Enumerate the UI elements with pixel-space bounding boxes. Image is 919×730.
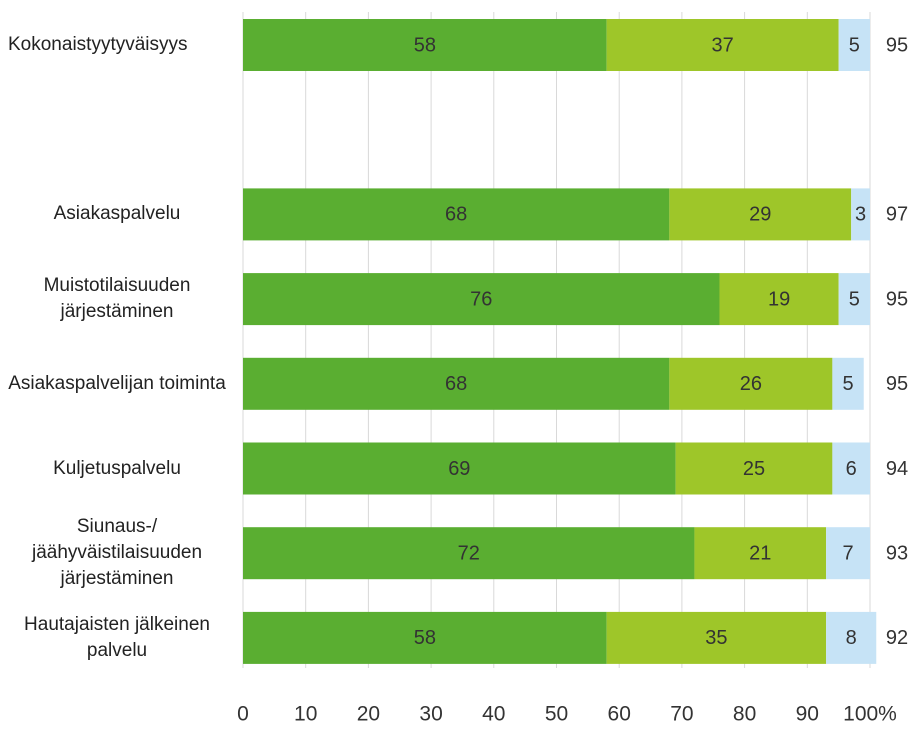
bar-segment: [669, 188, 852, 241]
category-label: Kuljetuspalvelu: [53, 457, 181, 479]
x-tick-label: 40: [482, 703, 505, 726]
value-label: 26: [740, 373, 762, 395]
total-label: 93: [886, 542, 908, 564]
bar-segment: [669, 357, 833, 410]
value-label: 37: [712, 34, 734, 56]
x-tick-label: 30: [419, 703, 442, 726]
bar-segment: [243, 611, 607, 664]
value-label: 3: [855, 204, 866, 226]
value-label: 7: [842, 542, 853, 564]
total-label: 94: [886, 458, 908, 480]
x-tick-label: 20: [357, 703, 380, 726]
x-tick-label: 60: [608, 703, 631, 726]
bar-segment: [243, 442, 676, 495]
value-label: 8: [846, 627, 857, 649]
bar-segment: [675, 442, 833, 495]
value-label: 58: [414, 627, 436, 649]
bar-segment: [243, 188, 670, 241]
value-label: 21: [749, 542, 771, 564]
value-label: 29: [749, 204, 771, 226]
value-label: 6: [846, 458, 857, 480]
bar-segment: [826, 611, 877, 664]
category-label: Asiakaspalvelijan toiminta: [8, 372, 226, 394]
value-label: 35: [705, 627, 727, 649]
x-tick-label: 10: [294, 703, 317, 726]
bar-segment: [838, 19, 870, 71]
bar-segment: [694, 527, 827, 580]
bar-segment: [832, 442, 870, 495]
total-label: 95: [886, 373, 908, 395]
bar-segment: [851, 188, 870, 241]
bar-segment: [243, 527, 695, 580]
value-label: 76: [470, 288, 492, 310]
value-label: 5: [849, 288, 860, 310]
x-tick-label: 50: [545, 703, 568, 726]
x-tick-label: 70: [670, 703, 693, 726]
value-label: 5: [849, 34, 860, 56]
bar-segment: [719, 273, 839, 326]
value-label: 69: [448, 458, 470, 480]
value-label: 72: [458, 542, 480, 564]
category-label: Siunaus-/ jäähyväistilaisuuden järjestäm…: [31, 516, 203, 590]
value-label: 68: [445, 204, 467, 226]
total-label: 92: [886, 627, 908, 649]
bar-segment: [243, 273, 720, 326]
value-label: 5: [842, 373, 853, 395]
x-tick-label: 0: [237, 703, 249, 726]
total-label: 97: [886, 204, 908, 226]
x-tick-label: 90: [796, 703, 819, 726]
bar-segment: [606, 19, 839, 71]
bar-segment: [832, 357, 864, 410]
bar-segment: [838, 273, 870, 326]
bar-segment: [606, 611, 827, 664]
x-tick-label: 100%: [843, 703, 897, 726]
total-label: 95: [886, 34, 908, 56]
value-label: 58: [414, 34, 436, 56]
category-label: Asiakaspalvelu: [53, 203, 181, 225]
bar-segment: [243, 357, 670, 410]
value-label: 25: [743, 458, 765, 480]
value-label: 19: [768, 288, 790, 310]
bar-segment: [243, 19, 607, 71]
bar-segment: [826, 527, 870, 580]
category-label: Muistotilaisuuden järjestäminen: [43, 275, 191, 323]
value-label: 68: [445, 373, 467, 395]
x-tick-label: 80: [733, 703, 756, 726]
total-label: 95: [886, 288, 908, 310]
category-label: Hautajaisten jälkeinen palvelu: [24, 613, 210, 661]
category-label: Kokonaistyytyväisyys: [8, 34, 188, 55]
